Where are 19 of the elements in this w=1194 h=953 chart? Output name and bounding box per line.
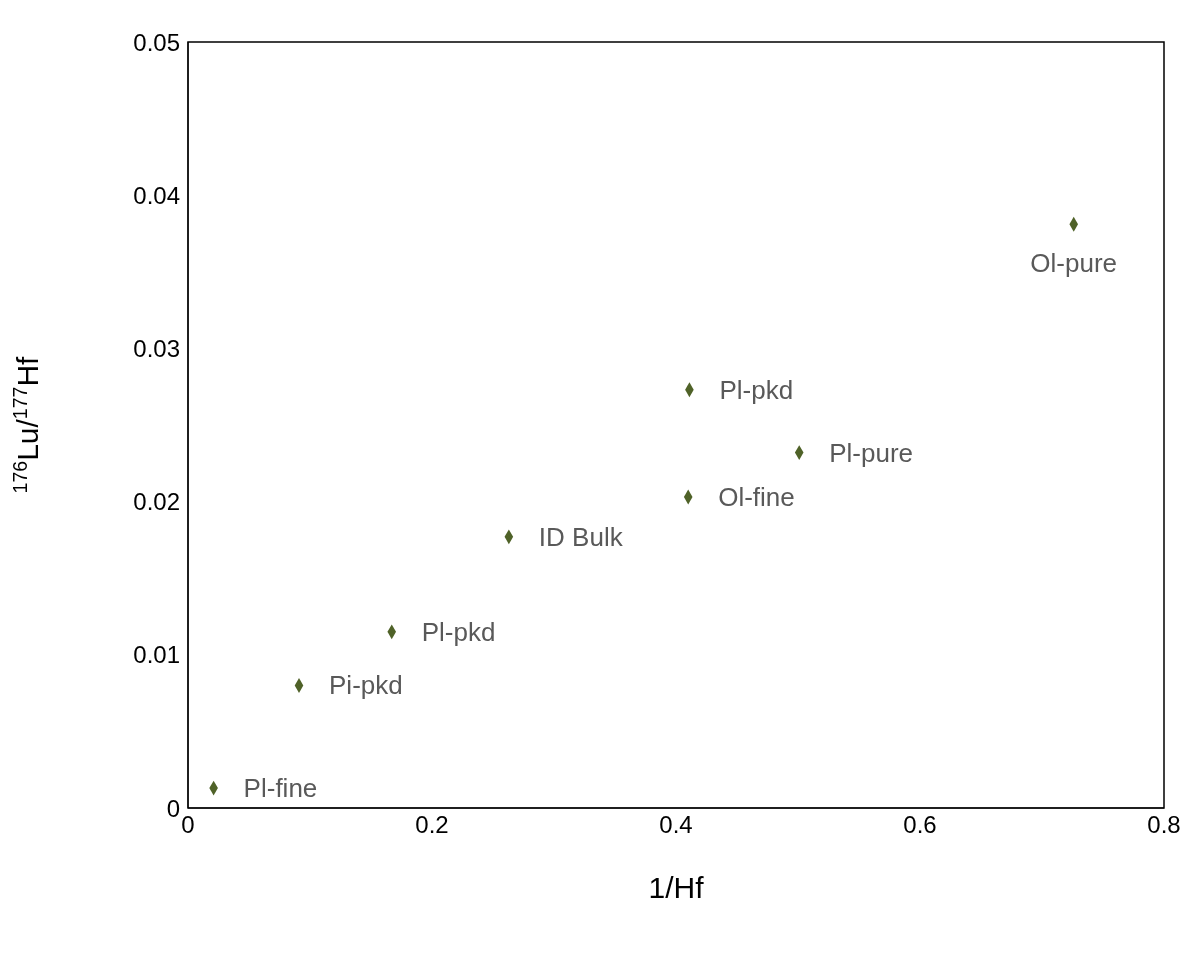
annotation: Ol-fine: [718, 482, 795, 512]
annotation: ID Bulk: [538, 521, 624, 552]
y-tick-label: 0.03: [133, 334, 180, 362]
y-tick-label: 0.05: [133, 28, 180, 56]
annotation: Pl-pkd: [421, 616, 496, 647]
x-tick-label: 0.2: [415, 811, 449, 839]
x-tick-label: 0.6: [903, 811, 937, 839]
x-tick-label: 0.8: [1147, 811, 1181, 839]
annotation: Pl-fine: [243, 773, 318, 804]
annotation: Pl-pure: [829, 437, 914, 468]
y-tick-label: 0.04: [133, 181, 180, 209]
x-axis-title: 1/Hf: [648, 871, 705, 904]
y-tick-label: 0: [166, 794, 180, 822]
annotation: Ol-pure: [1030, 248, 1118, 279]
x-tick-label: 0.4: [659, 811, 693, 839]
y-tick-label: 0.02: [133, 488, 180, 516]
annotation: Pi-pkd: [329, 670, 403, 701]
y-tick-label: 0.01: [133, 641, 180, 669]
annotation: Pl-pkd: [719, 374, 794, 405]
